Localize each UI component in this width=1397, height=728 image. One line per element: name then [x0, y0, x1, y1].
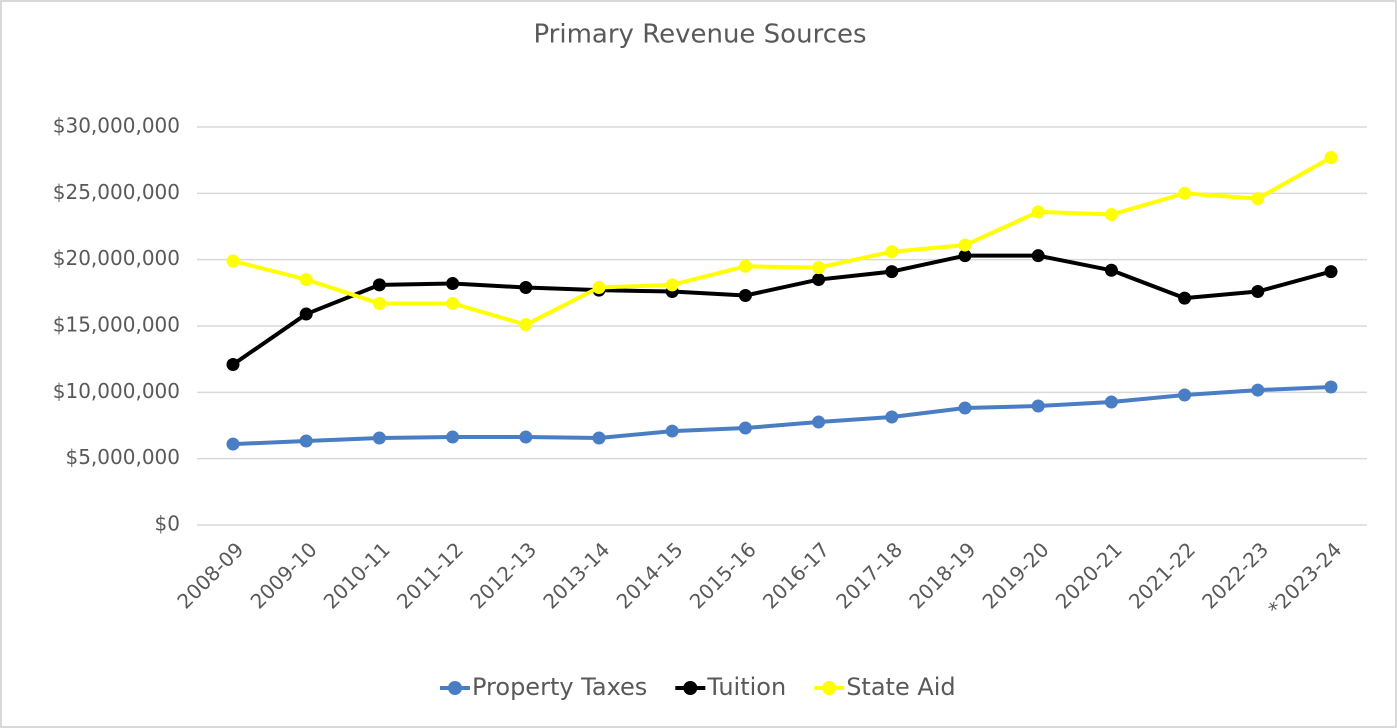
data-point [1251, 285, 1265, 299]
data-point [738, 421, 752, 435]
data-point [519, 318, 533, 332]
data-point [519, 430, 533, 444]
data-point [1178, 291, 1192, 305]
data-point [1031, 205, 1045, 219]
series-line [232, 385, 1332, 447]
data-point [226, 437, 240, 451]
data-point [1251, 383, 1265, 397]
data-point [1104, 208, 1118, 222]
data-point [446, 430, 460, 444]
legend-label: Property Taxes [472, 673, 647, 701]
data-point [299, 307, 313, 321]
y-tick-label: $20,000,000 [53, 246, 180, 270]
data-point [372, 278, 386, 292]
data-point [1324, 380, 1338, 394]
data-point [885, 265, 899, 279]
chart-title: Primary Revenue Sources [533, 20, 866, 50]
data-point [519, 281, 533, 295]
data-point [1324, 265, 1338, 279]
data-point [226, 357, 240, 371]
y-tick-label: $15,000,000 [53, 313, 180, 337]
data-point [299, 273, 313, 287]
y-tick-label: $25,000,000 [53, 180, 180, 204]
data-point [958, 401, 972, 415]
legend-label: State Aid [846, 673, 955, 701]
data-point [299, 434, 313, 448]
data-point [958, 249, 972, 263]
legend-marker [683, 681, 698, 695]
series-line [232, 155, 1332, 327]
data-point [958, 238, 972, 252]
data-point [446, 296, 460, 310]
data-point [665, 278, 679, 292]
data-point [446, 277, 460, 291]
data-point [592, 431, 606, 445]
y-tick-label: $10,000,000 [53, 379, 180, 403]
legend-marker [448, 681, 462, 695]
data-point [1178, 388, 1192, 402]
data-point [665, 424, 679, 438]
data-point [372, 431, 386, 445]
data-point [1324, 151, 1338, 165]
data-point [885, 410, 899, 424]
data-point [592, 281, 606, 295]
legend-marker [822, 681, 837, 695]
y-tick-label: $30,000,000 [53, 114, 180, 138]
data-point [226, 254, 240, 268]
data-point [738, 259, 752, 273]
data-point [812, 261, 826, 275]
legend-label: Tuition [706, 673, 786, 701]
data-point [1104, 263, 1118, 277]
y-tick-label: $5,000,000 [65, 445, 180, 469]
data-point [812, 273, 826, 287]
data-point [1104, 395, 1118, 409]
data-point [885, 245, 899, 259]
data-point [738, 288, 752, 302]
data-point [1251, 192, 1265, 206]
data-point [1031, 399, 1045, 413]
data-point [372, 296, 386, 310]
data-point [1031, 249, 1045, 263]
series-line [231, 253, 1332, 367]
data-point [812, 415, 826, 429]
data-point [1178, 186, 1192, 200]
y-tick-label: $0 [155, 512, 180, 536]
